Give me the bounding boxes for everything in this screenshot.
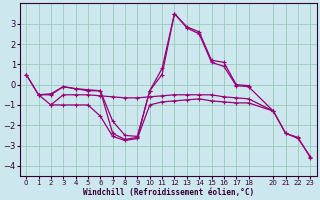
X-axis label: Windchill (Refroidissement éolien,°C): Windchill (Refroidissement éolien,°C) bbox=[83, 188, 254, 197]
